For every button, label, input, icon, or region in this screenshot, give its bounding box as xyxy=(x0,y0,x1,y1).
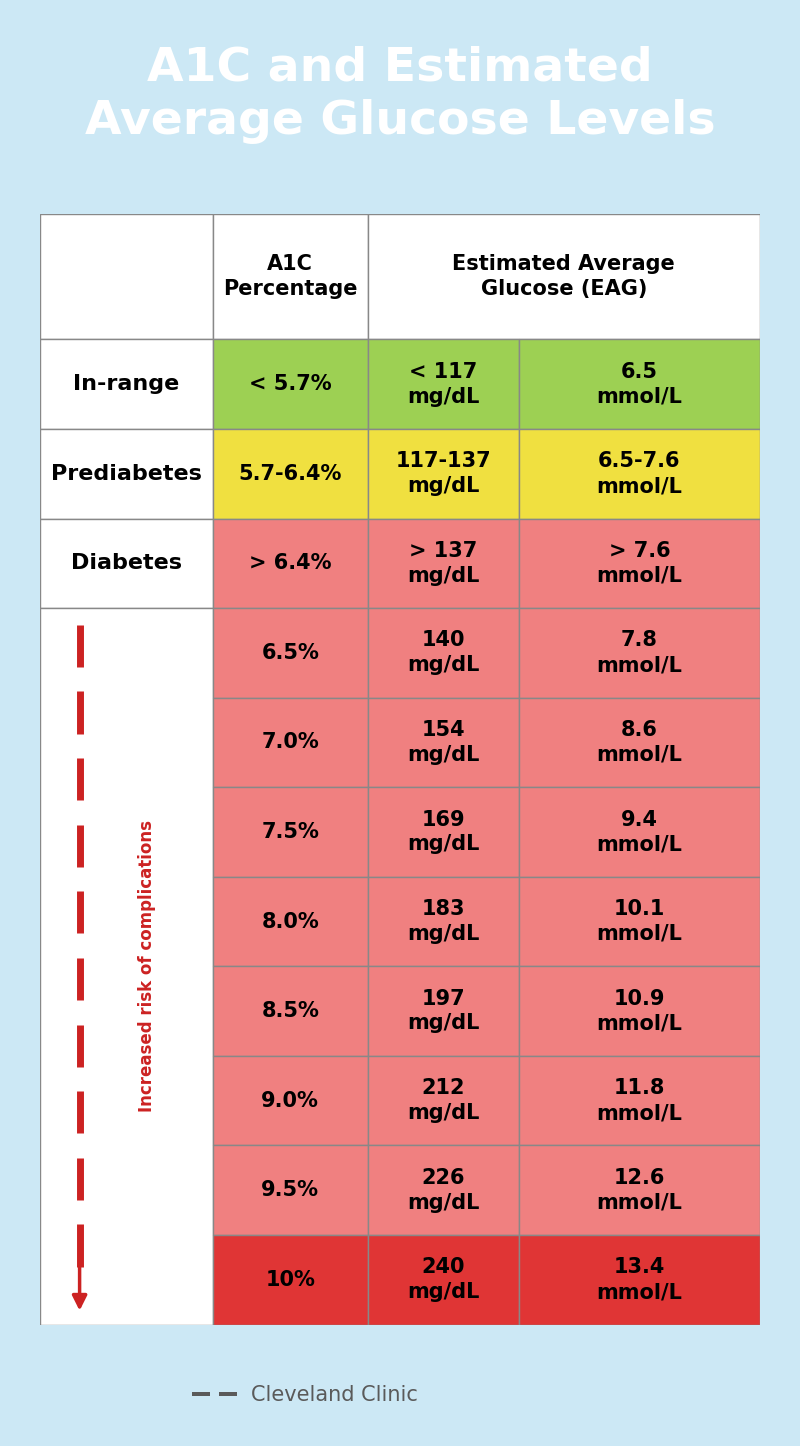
Bar xyxy=(213,876,368,966)
Bar xyxy=(518,697,760,787)
Bar xyxy=(518,1235,760,1325)
Text: A1C
Percentage: A1C Percentage xyxy=(223,254,358,299)
Bar xyxy=(192,1394,210,1397)
Text: 226
mg/dL: 226 mg/dL xyxy=(407,1168,479,1213)
Bar xyxy=(518,1056,760,1145)
Text: 5.7-6.4%: 5.7-6.4% xyxy=(238,464,342,484)
Bar xyxy=(368,1235,519,1325)
Bar xyxy=(192,1391,210,1394)
Text: 12.6
mmol/L: 12.6 mmol/L xyxy=(597,1168,682,1213)
Text: > 7.6
mmol/L: > 7.6 mmol/L xyxy=(597,541,682,586)
Text: Estimated Average
Glucose (EAG): Estimated Average Glucose (EAG) xyxy=(453,254,675,299)
Bar xyxy=(40,429,213,519)
Bar xyxy=(518,876,760,966)
Text: 197
mg/dL: 197 mg/dL xyxy=(407,989,479,1034)
Bar xyxy=(368,1145,519,1235)
Text: 7.5%: 7.5% xyxy=(262,821,319,842)
Bar xyxy=(213,1145,368,1235)
Bar xyxy=(213,787,368,876)
Bar xyxy=(40,519,213,609)
Bar xyxy=(213,609,368,697)
Text: > 6.4%: > 6.4% xyxy=(249,554,331,573)
Text: 9.0%: 9.0% xyxy=(262,1090,319,1111)
Bar xyxy=(518,519,760,609)
Bar xyxy=(368,787,519,876)
Text: 183
mg/dL: 183 mg/dL xyxy=(407,899,479,944)
Text: 6.5-7.6
mmol/L: 6.5-7.6 mmol/L xyxy=(597,451,682,496)
Text: < 117
mg/dL: < 117 mg/dL xyxy=(407,362,479,406)
Bar xyxy=(368,429,519,519)
Text: > 137
mg/dL: > 137 mg/dL xyxy=(407,541,479,586)
Bar xyxy=(368,966,519,1056)
Text: 6.5
mmol/L: 6.5 mmol/L xyxy=(597,362,682,406)
Text: 8.0%: 8.0% xyxy=(262,911,319,931)
Bar xyxy=(213,1056,368,1145)
Bar xyxy=(368,214,760,340)
Bar xyxy=(368,1056,519,1145)
Text: Diabetes: Diabetes xyxy=(71,554,182,573)
Bar xyxy=(368,519,519,609)
Text: 10.9
mmol/L: 10.9 mmol/L xyxy=(597,989,682,1034)
Bar xyxy=(368,609,519,697)
Text: 169
mg/dL: 169 mg/dL xyxy=(407,810,479,855)
Text: 11.8
mmol/L: 11.8 mmol/L xyxy=(597,1079,682,1124)
Text: 8.5%: 8.5% xyxy=(262,1001,319,1021)
Bar xyxy=(518,609,760,697)
Bar xyxy=(518,340,760,429)
Bar xyxy=(368,876,519,966)
Bar xyxy=(40,340,213,429)
Text: 117-137
mg/dL: 117-137 mg/dL xyxy=(395,451,491,496)
Text: 10%: 10% xyxy=(266,1270,315,1290)
Text: 8.6
mmol/L: 8.6 mmol/L xyxy=(597,720,682,765)
Text: Cleveland Clinic: Cleveland Clinic xyxy=(251,1385,418,1406)
Text: Prediabetes: Prediabetes xyxy=(51,464,202,484)
Text: 6.5%: 6.5% xyxy=(262,643,319,662)
Bar xyxy=(368,697,519,787)
Bar xyxy=(518,429,760,519)
Bar xyxy=(213,966,368,1056)
Text: In-range: In-range xyxy=(74,375,179,395)
Bar xyxy=(213,697,368,787)
Bar xyxy=(213,519,368,609)
Text: 9.4
mmol/L: 9.4 mmol/L xyxy=(597,810,682,855)
Bar xyxy=(368,340,519,429)
Bar xyxy=(40,609,213,1325)
Text: 154
mg/dL: 154 mg/dL xyxy=(407,720,479,765)
Text: 13.4
mmol/L: 13.4 mmol/L xyxy=(597,1258,682,1303)
Bar xyxy=(40,214,213,340)
Bar xyxy=(213,214,368,340)
Bar xyxy=(518,787,760,876)
Text: 9.5%: 9.5% xyxy=(262,1180,319,1200)
Text: 212
mg/dL: 212 mg/dL xyxy=(407,1079,479,1124)
Text: Increased risk of complications: Increased risk of complications xyxy=(138,820,155,1112)
Bar xyxy=(213,340,368,429)
Text: 240
mg/dL: 240 mg/dL xyxy=(407,1258,479,1303)
Text: 10.1
mmol/L: 10.1 mmol/L xyxy=(597,899,682,944)
Bar xyxy=(213,429,368,519)
Bar xyxy=(518,1145,760,1235)
Text: < 5.7%: < 5.7% xyxy=(249,375,331,395)
Text: 140
mg/dL: 140 mg/dL xyxy=(407,630,479,675)
Bar xyxy=(219,1391,237,1394)
Bar xyxy=(518,966,760,1056)
Bar xyxy=(219,1394,237,1397)
Text: A1C and Estimated
Average Glucose Levels: A1C and Estimated Average Glucose Levels xyxy=(85,45,715,143)
Bar xyxy=(213,1235,368,1325)
Text: 7.8
mmol/L: 7.8 mmol/L xyxy=(597,630,682,675)
Text: 7.0%: 7.0% xyxy=(262,733,319,752)
